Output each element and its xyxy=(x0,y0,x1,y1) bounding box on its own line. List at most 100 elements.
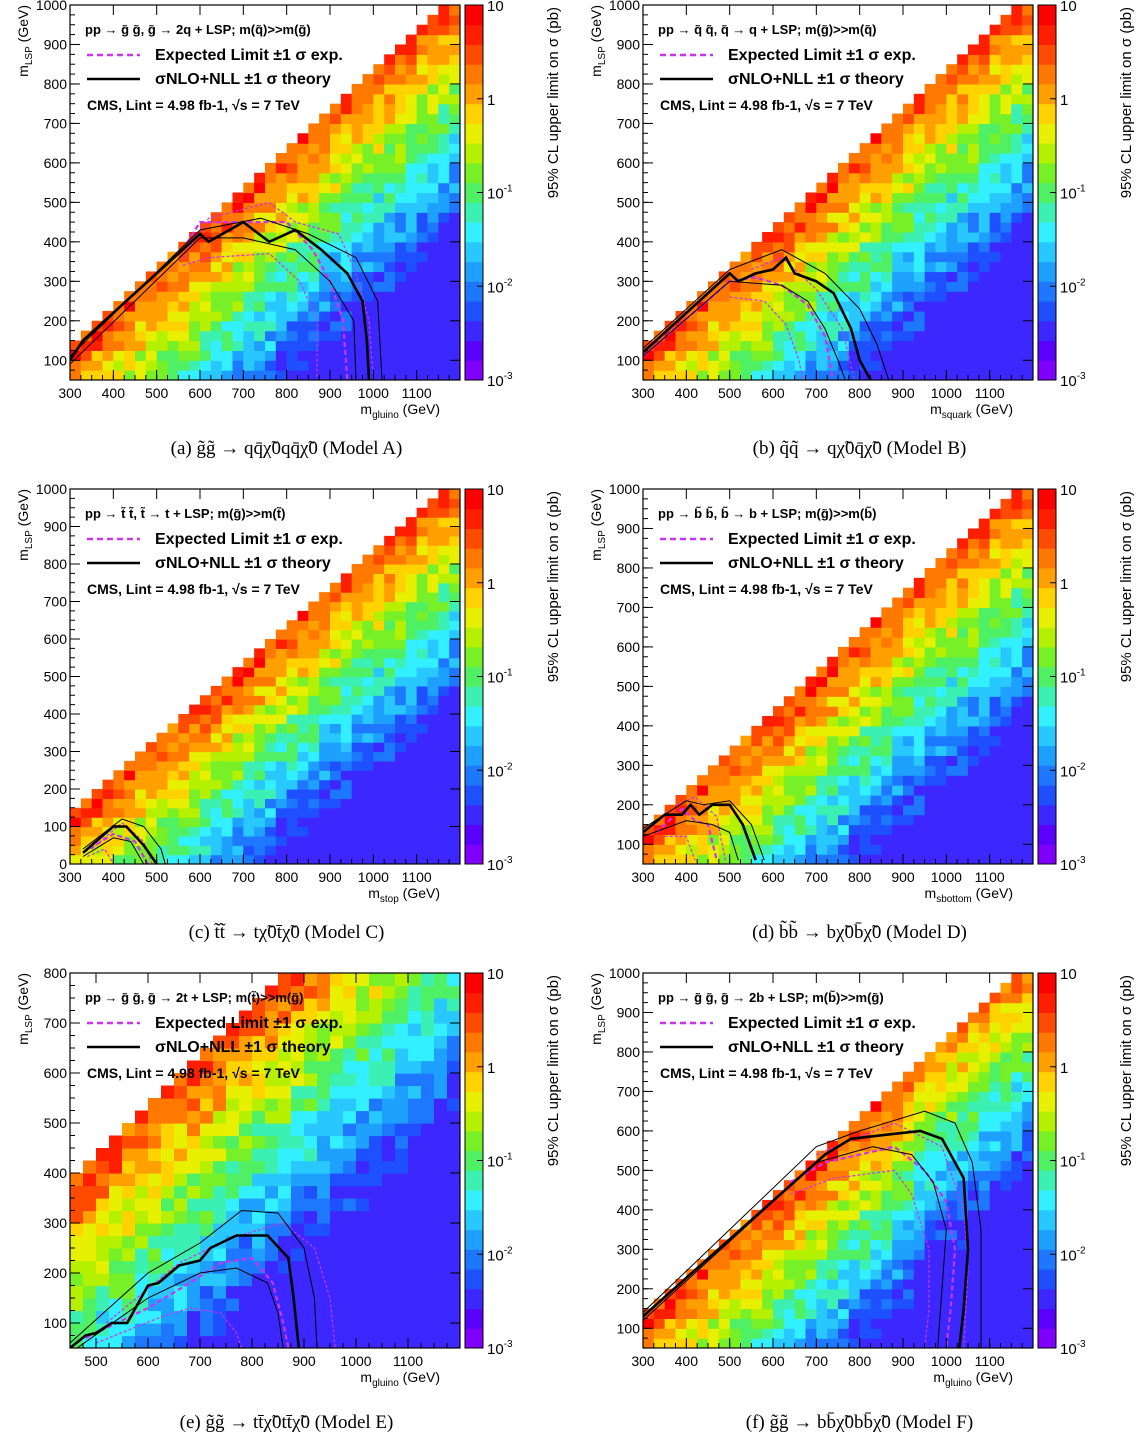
heatmap-cell xyxy=(729,1239,742,1250)
heatmap-cell xyxy=(946,202,958,213)
heatmap-cell xyxy=(794,231,807,243)
heatmap-cell xyxy=(243,360,255,371)
heatmap-cell xyxy=(427,742,439,753)
heatmap-cell xyxy=(254,182,266,194)
heatmap-cell xyxy=(449,14,460,26)
heatmap-cell xyxy=(405,192,418,203)
heatmap-cell xyxy=(167,301,179,312)
heatmap-cell xyxy=(232,291,244,302)
heatmap-cell xyxy=(729,350,742,361)
heatmap-cell xyxy=(297,807,309,818)
heatmap-cell xyxy=(838,281,850,292)
heatmap-cell xyxy=(1022,804,1033,816)
heatmap-cell xyxy=(946,153,958,164)
heatmap-cell xyxy=(124,330,136,342)
heatmap-cell xyxy=(740,360,752,371)
heatmap-cell xyxy=(751,360,763,371)
heatmap-cell xyxy=(935,291,947,302)
heatmap-cell xyxy=(816,350,828,361)
heatmap-cell xyxy=(351,83,364,95)
heatmap-cell xyxy=(373,545,385,556)
heatmap-cell xyxy=(265,241,277,253)
heatmap-cell xyxy=(903,261,915,273)
heatmap-cell xyxy=(740,785,752,796)
heatmap-cell xyxy=(870,854,882,864)
heatmap-cell xyxy=(968,775,980,786)
heatmap-cell xyxy=(913,192,926,203)
heatmap-cell xyxy=(135,798,147,809)
heatmap-cell xyxy=(449,770,460,781)
heatmap-cell xyxy=(794,755,807,766)
heatmap-cell xyxy=(382,1185,396,1199)
heatmap-cell xyxy=(783,735,796,747)
heatmap-cell xyxy=(405,807,418,818)
heatmap-cell xyxy=(96,1148,110,1162)
heatmap-cell xyxy=(968,646,980,658)
heatmap-cell xyxy=(1011,182,1023,194)
heatmap-cell xyxy=(1011,834,1023,845)
heatmap-cell xyxy=(989,755,1002,766)
x-axis-label-sub: stop xyxy=(380,894,399,905)
heatmap-cell xyxy=(957,548,969,559)
heatmap-cell xyxy=(275,629,288,640)
heatmap-cell xyxy=(286,779,299,790)
heatmap-cell xyxy=(957,231,969,243)
heatmap-cell xyxy=(232,320,244,332)
heatmap-cell xyxy=(1011,251,1023,263)
colorbar-segment xyxy=(1038,320,1056,342)
heatmap-cell xyxy=(232,798,244,809)
heatmap-cell xyxy=(935,646,947,658)
heatmap-cell xyxy=(221,261,234,273)
heatmap-cell xyxy=(395,340,407,351)
heatmap-cell xyxy=(773,854,785,864)
heatmap-cell xyxy=(675,330,687,342)
heatmap-cell xyxy=(881,686,893,697)
heatmap-cell xyxy=(827,251,839,263)
heatmap-cell xyxy=(254,817,266,828)
heatmap-cell xyxy=(252,1173,266,1187)
heatmap-cell xyxy=(395,310,407,322)
heatmap-cell xyxy=(113,340,125,351)
y-tick-label: 600 xyxy=(44,631,68,647)
heatmap-cell xyxy=(859,646,872,658)
heatmap-cell xyxy=(297,826,309,837)
heatmap-cell xyxy=(427,153,439,164)
heatmap-cell xyxy=(427,182,439,194)
heatmap-cell xyxy=(881,212,893,223)
x-tick-label: 300 xyxy=(58,869,82,885)
heatmap-cell xyxy=(308,133,320,144)
heatmap-cell xyxy=(304,1160,318,1174)
heatmap-cell xyxy=(330,1248,344,1262)
heatmap-cell xyxy=(903,123,915,134)
heatmap-cell xyxy=(373,854,385,864)
heatmap-cell xyxy=(200,1260,214,1274)
colorbar-tick-label: 10-3 xyxy=(487,371,513,390)
heatmap-cell xyxy=(243,202,255,213)
heatmap-cell xyxy=(827,804,839,816)
heatmap-cell xyxy=(265,1098,279,1112)
heatmap-cell xyxy=(816,212,828,223)
legend-theory-label: σNLO+NLL ±1 σ theory xyxy=(155,1039,331,1056)
heatmap-cell xyxy=(1022,765,1033,776)
heatmap-cell xyxy=(978,824,991,835)
heatmap-cell xyxy=(113,854,125,864)
heatmap-cell xyxy=(213,1098,227,1112)
heatmap-cell xyxy=(405,44,418,55)
heatmap-cell xyxy=(794,330,807,342)
colorbar-tick-exp: -1 xyxy=(1077,184,1086,195)
heatmap-cell xyxy=(221,370,234,380)
heatmap-cell xyxy=(405,601,418,612)
heatmap-cell xyxy=(351,742,364,753)
heatmap-cell xyxy=(881,310,893,322)
heatmap-cell xyxy=(252,1335,266,1348)
heatmap-cell xyxy=(870,153,882,164)
heatmap-cell xyxy=(243,807,255,818)
heatmap-cell xyxy=(109,1148,123,1162)
heatmap-cell xyxy=(903,360,915,371)
heatmap-cell xyxy=(356,1023,370,1037)
heatmap-cell xyxy=(848,192,861,203)
heatmap-cell xyxy=(708,785,720,796)
heatmap-cell xyxy=(291,1010,305,1024)
heatmap-cell xyxy=(308,123,320,134)
heatmap-cell xyxy=(881,676,893,687)
